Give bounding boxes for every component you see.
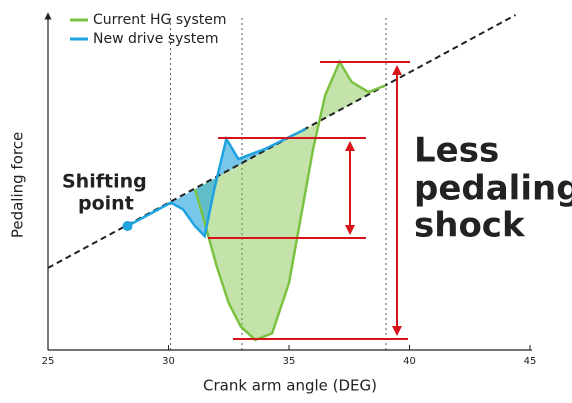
series-line bbox=[193, 59, 386, 342]
x-tick-label: 35 bbox=[283, 356, 296, 367]
legend-label: New drive system bbox=[93, 31, 218, 47]
shifting-point bbox=[122, 221, 133, 232]
annotation: point bbox=[78, 193, 134, 215]
x-tick-label: 40 bbox=[403, 356, 416, 367]
annotation: pedaling bbox=[414, 169, 572, 209]
legend-label: Current HG system bbox=[93, 12, 226, 28]
x-axis-label: Crank arm angle (DEG) bbox=[203, 377, 377, 395]
x-tick-label: 45 bbox=[524, 356, 537, 367]
series-line bbox=[126, 127, 307, 239]
annotation: shock bbox=[414, 206, 526, 246]
x-tick-label: 25 bbox=[42, 356, 55, 367]
annotation: Less bbox=[414, 131, 499, 171]
area bbox=[195, 61, 386, 340]
annotation-lines bbox=[208, 61, 410, 340]
x-tick-label: 30 bbox=[162, 356, 175, 367]
plot bbox=[47, 14, 517, 350]
annotation: Shifting bbox=[62, 171, 147, 193]
y-axis-label: Pedaling force bbox=[9, 132, 27, 238]
